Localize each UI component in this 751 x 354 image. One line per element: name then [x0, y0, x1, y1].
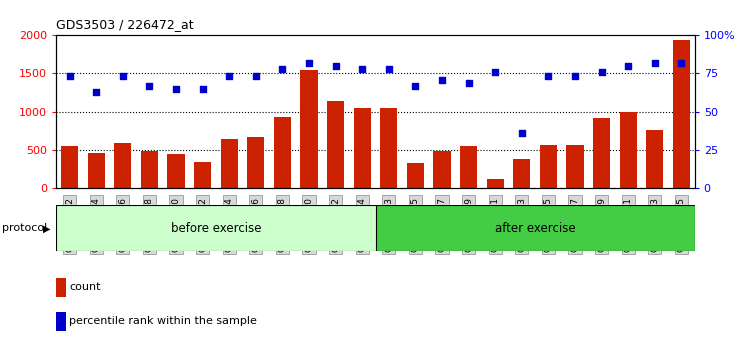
Text: count: count — [70, 282, 101, 292]
Bar — [376, 205, 695, 251]
Bar — [140, 152, 158, 188]
Bar — [487, 179, 504, 188]
Point — [223, 74, 235, 79]
Text: GDS3503 / 226472_at: GDS3503 / 226472_at — [56, 18, 194, 31]
Point — [489, 69, 501, 75]
Point — [64, 74, 76, 79]
Bar — [460, 146, 477, 188]
Bar — [194, 162, 211, 188]
Point — [356, 66, 368, 72]
Text: protocol: protocol — [2, 223, 47, 233]
Point — [516, 130, 528, 136]
Bar — [380, 108, 397, 188]
Point — [170, 86, 182, 92]
Point — [143, 83, 155, 88]
Bar — [566, 145, 584, 188]
Point — [622, 63, 634, 69]
Bar — [407, 162, 424, 188]
Point — [463, 80, 475, 85]
Point — [117, 74, 129, 79]
Point — [197, 86, 209, 92]
Bar — [247, 137, 264, 188]
Bar — [300, 70, 318, 188]
Bar — [114, 143, 131, 188]
Bar — [327, 101, 344, 188]
Bar — [221, 139, 238, 188]
Bar — [56, 205, 376, 251]
Bar — [167, 154, 185, 188]
Point — [383, 66, 395, 72]
Bar — [354, 108, 371, 188]
Bar — [593, 118, 611, 188]
Point — [90, 89, 102, 95]
Bar — [513, 159, 530, 188]
Point — [569, 74, 581, 79]
Text: before exercise: before exercise — [170, 222, 261, 235]
Point — [436, 77, 448, 82]
Bar — [620, 112, 637, 188]
Bar — [56, 312, 66, 331]
Bar — [56, 278, 66, 297]
Bar — [646, 130, 663, 188]
Point — [409, 83, 421, 88]
Point — [303, 60, 315, 65]
Text: percentile rank within the sample: percentile rank within the sample — [70, 316, 258, 326]
Point — [542, 74, 554, 79]
Bar — [673, 40, 690, 188]
Text: after exercise: after exercise — [495, 222, 575, 235]
Point — [649, 60, 661, 65]
Bar — [274, 117, 291, 188]
Point — [596, 69, 608, 75]
Point — [276, 66, 288, 72]
Point — [675, 60, 687, 65]
Bar — [88, 153, 105, 188]
Point — [330, 63, 342, 69]
Bar — [540, 145, 557, 188]
Text: ▶: ▶ — [43, 223, 50, 233]
Bar — [433, 151, 451, 188]
Bar — [61, 146, 78, 188]
Point — [250, 74, 262, 79]
